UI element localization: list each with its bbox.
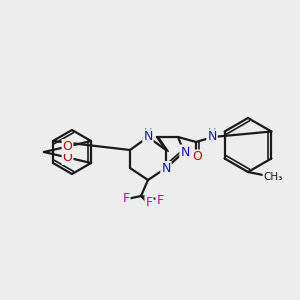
Text: H: H xyxy=(144,128,152,137)
Text: O: O xyxy=(192,151,202,164)
Text: F: F xyxy=(156,194,164,206)
Text: F: F xyxy=(122,193,130,206)
Text: O: O xyxy=(63,151,73,164)
Text: N: N xyxy=(180,146,190,158)
Text: CH₃: CH₃ xyxy=(263,172,283,182)
Text: O: O xyxy=(63,140,73,153)
Text: N: N xyxy=(161,162,171,175)
Text: N: N xyxy=(143,130,153,143)
Text: N: N xyxy=(207,130,217,143)
Text: F: F xyxy=(146,196,153,209)
Text: H: H xyxy=(208,128,216,137)
